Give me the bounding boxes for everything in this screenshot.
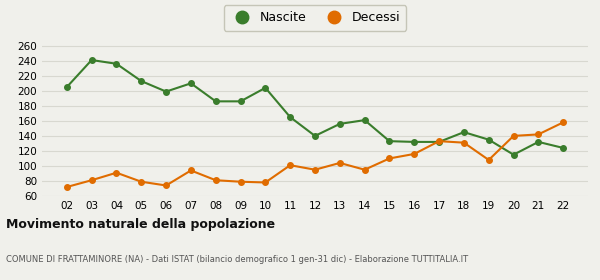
- Line: Nascite: Nascite: [64, 57, 566, 157]
- Decessi: [336, 161, 343, 165]
- Nascite: [336, 122, 343, 125]
- Decessi: [361, 168, 368, 171]
- Nascite: [113, 62, 120, 66]
- Decessi: [287, 164, 294, 167]
- Nascite: [510, 153, 517, 156]
- Nascite: [287, 115, 294, 119]
- Text: Movimento naturale della popolazione: Movimento naturale della popolazione: [6, 218, 275, 231]
- Text: COMUNE DI FRATTAMINORE (NA) - Dati ISTAT (bilancio demografico 1 gen-31 dic) - E: COMUNE DI FRATTAMINORE (NA) - Dati ISTAT…: [6, 255, 468, 264]
- Nascite: [187, 82, 194, 85]
- Nascite: [137, 80, 145, 83]
- Decessi: [436, 139, 443, 143]
- Nascite: [311, 134, 319, 137]
- Decessi: [212, 179, 220, 182]
- Nascite: [212, 100, 220, 103]
- Decessi: [137, 180, 145, 183]
- Nascite: [262, 86, 269, 90]
- Nascite: [460, 130, 467, 134]
- Decessi: [187, 169, 194, 172]
- Decessi: [163, 184, 170, 187]
- Decessi: [237, 180, 244, 183]
- Decessi: [113, 171, 120, 174]
- Decessi: [485, 158, 493, 162]
- Nascite: [485, 138, 493, 141]
- Decessi: [535, 133, 542, 136]
- Nascite: [63, 85, 70, 89]
- Decessi: [410, 152, 418, 156]
- Nascite: [237, 100, 244, 103]
- Decessi: [63, 185, 70, 189]
- Decessi: [311, 168, 319, 171]
- Decessi: [88, 179, 95, 182]
- Nascite: [560, 146, 567, 150]
- Decessi: [386, 157, 393, 160]
- Nascite: [163, 90, 170, 93]
- Decessi: [262, 181, 269, 184]
- Legend: Nascite, Decessi: Nascite, Decessi: [224, 5, 406, 31]
- Nascite: [410, 140, 418, 144]
- Nascite: [88, 58, 95, 62]
- Decessi: [460, 141, 467, 144]
- Nascite: [436, 140, 443, 144]
- Nascite: [386, 139, 393, 143]
- Decessi: [560, 121, 567, 124]
- Nascite: [535, 140, 542, 144]
- Decessi: [510, 134, 517, 137]
- Nascite: [361, 118, 368, 122]
- Line: Decessi: Decessi: [64, 120, 566, 190]
